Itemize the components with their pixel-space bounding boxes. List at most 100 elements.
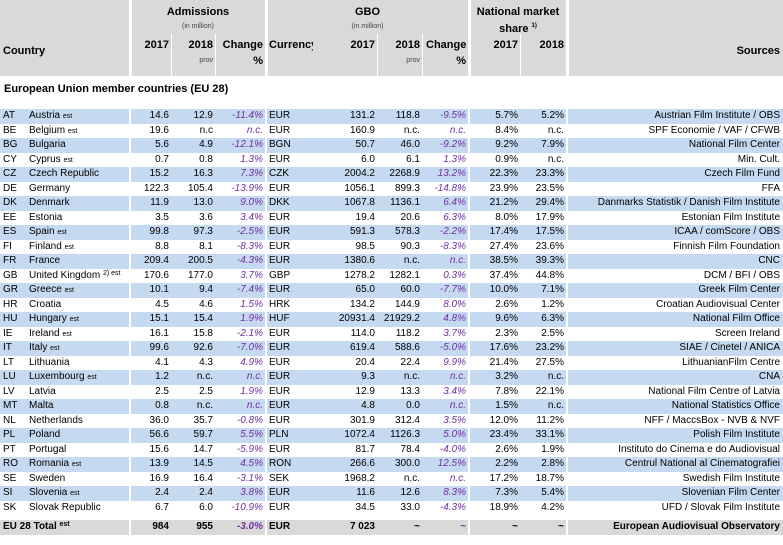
country-code: MT bbox=[3, 400, 18, 411]
column-separator bbox=[265, 0, 268, 76]
country-name: Bulgaria bbox=[29, 139, 66, 150]
value: 22.4 bbox=[400, 356, 420, 368]
value: 5.6 bbox=[155, 139, 169, 150]
value: 1282.1 bbox=[389, 269, 420, 281]
source: Polish Film Institute bbox=[693, 429, 780, 440]
value: -3.0% bbox=[236, 521, 263, 532]
currency: EUR bbox=[269, 284, 291, 295]
row-bg bbox=[0, 486, 783, 501]
value: 2.4 bbox=[199, 487, 213, 498]
value: 12.9 bbox=[355, 385, 375, 397]
value: 4.8% bbox=[443, 313, 466, 324]
value: 0.8 bbox=[155, 400, 169, 411]
value: n.c. bbox=[449, 472, 466, 484]
row-bg bbox=[0, 428, 783, 443]
currency: CZK bbox=[269, 168, 289, 179]
currency: GBP bbox=[269, 269, 291, 281]
currency: EUR bbox=[269, 501, 291, 513]
value: 3.4% bbox=[240, 211, 263, 223]
value: 6.3% bbox=[541, 313, 564, 324]
estimate-note: est bbox=[87, 374, 97, 381]
source: Greek Film Center bbox=[698, 284, 780, 295]
source: Estonian Film Institute bbox=[681, 211, 780, 223]
value: 6.0 bbox=[361, 153, 375, 165]
value: 18.9% bbox=[489, 501, 518, 513]
value: n.c. bbox=[547, 124, 564, 136]
value: 9.4 bbox=[199, 284, 213, 295]
country-code: SI bbox=[3, 487, 13, 498]
percent-label: % bbox=[456, 55, 466, 67]
estimate-note: est bbox=[62, 330, 72, 338]
change-header: Change bbox=[222, 39, 263, 51]
row-bg bbox=[0, 341, 783, 356]
value: 33.1% bbox=[535, 429, 564, 440]
value: 4.5% bbox=[240, 458, 263, 469]
value: 21929.2 bbox=[383, 313, 420, 324]
value: 1.9% bbox=[240, 313, 263, 324]
currency: EUR bbox=[269, 153, 291, 165]
value: 6.0 bbox=[199, 501, 213, 513]
value: 98.5 bbox=[355, 240, 375, 252]
column-separator bbox=[468, 109, 470, 535]
value: 160.9 bbox=[349, 124, 375, 136]
value: 50.7 bbox=[355, 139, 375, 150]
column-separator bbox=[566, 109, 568, 535]
currency-header: Currency bbox=[269, 39, 313, 51]
row-bg bbox=[0, 283, 783, 298]
country-code: DK bbox=[3, 197, 17, 208]
source: Danmarks Statistik / Danish Film Institu… bbox=[597, 197, 780, 208]
value: 38.5% bbox=[489, 255, 518, 266]
value: n.c. bbox=[403, 124, 420, 136]
value: 14.5 bbox=[193, 458, 213, 469]
country-code: SK bbox=[3, 501, 17, 513]
country-name: Netherlands bbox=[29, 414, 83, 426]
year-header: 2017 bbox=[144, 39, 169, 51]
value: -12.1% bbox=[231, 139, 263, 150]
admissions-title: Admissions bbox=[166, 6, 230, 18]
value: 11.9 bbox=[150, 197, 169, 208]
source: National Film Office bbox=[692, 313, 780, 324]
estimate-note: est bbox=[71, 461, 82, 468]
country-code: DE bbox=[3, 182, 17, 194]
value: 4.5 bbox=[155, 298, 169, 310]
value: 118.2 bbox=[395, 327, 420, 339]
value: 1136.1 bbox=[390, 197, 420, 208]
value: 13.2% bbox=[437, 168, 466, 179]
value: 2.3% bbox=[495, 327, 518, 339]
value: 266.6 bbox=[349, 458, 375, 469]
value: 5.7% bbox=[495, 110, 518, 121]
country-name: Romania est bbox=[29, 458, 82, 469]
value: 134.2 bbox=[349, 298, 375, 310]
value: 16.9 bbox=[149, 472, 169, 484]
source: Czech Film Fund bbox=[704, 168, 780, 179]
country-name: Sweden bbox=[29, 472, 66, 484]
value: ~ bbox=[414, 521, 420, 532]
currency: RON bbox=[269, 458, 292, 469]
currency: EUR bbox=[269, 211, 291, 223]
value: 12.0% bbox=[489, 414, 518, 426]
row-bg bbox=[0, 109, 783, 124]
value: 2.2% bbox=[495, 458, 518, 469]
value: 1278.2 bbox=[344, 269, 375, 281]
value: 955 bbox=[196, 521, 213, 532]
value: 8.8 bbox=[155, 240, 169, 252]
year-header: 2018 bbox=[188, 39, 213, 51]
value: 1968.2 bbox=[344, 472, 375, 484]
country-name: Slovenia est bbox=[29, 487, 80, 498]
source: LithuanianFilm Centre bbox=[682, 356, 780, 368]
value: 4.6 bbox=[199, 298, 213, 310]
currency: EUR bbox=[269, 110, 291, 121]
value: 90.3 bbox=[400, 240, 420, 252]
value: 1072.4 bbox=[344, 429, 375, 440]
country-code: PT bbox=[3, 443, 16, 455]
currency: HRK bbox=[269, 298, 291, 310]
currency: EUR bbox=[269, 356, 291, 368]
value: -7.0% bbox=[236, 342, 263, 353]
value: 37.4% bbox=[489, 269, 518, 281]
value: 17.6% bbox=[489, 342, 518, 353]
prov-label: prov bbox=[406, 57, 420, 64]
value: 97.3 bbox=[193, 226, 213, 237]
country-header: Country bbox=[3, 45, 46, 57]
year-header: 2018 bbox=[539, 39, 564, 51]
